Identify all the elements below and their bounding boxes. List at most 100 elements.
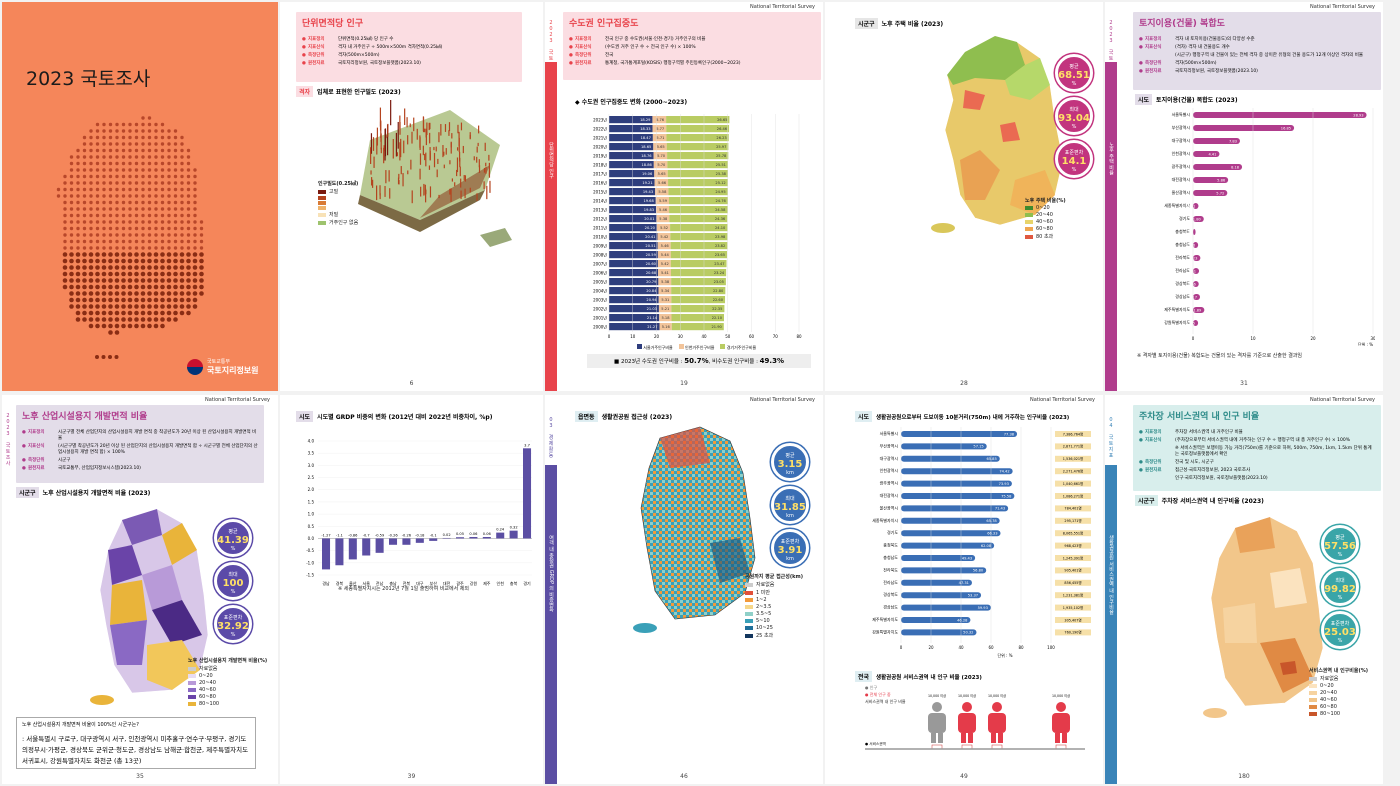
dot — [114, 284, 120, 290]
bar-segment — [670, 242, 728, 250]
dot — [160, 317, 165, 322]
dot — [154, 220, 158, 224]
data-label: -0.26 — [402, 533, 412, 537]
dot — [95, 284, 100, 290]
y-tick-label: 2007년 — [593, 261, 607, 267]
dot — [69, 284, 74, 290]
density-spike — [428, 165, 431, 170]
dot — [147, 284, 152, 290]
dot — [121, 304, 126, 309]
bar-segment — [671, 305, 725, 313]
data-label: 18.65 — [641, 145, 651, 149]
dot — [127, 278, 133, 283]
bar — [1193, 164, 1243, 170]
dot — [141, 194, 145, 198]
dot — [141, 187, 145, 192]
dot — [69, 278, 74, 283]
dot — [128, 135, 132, 140]
y-tick-label: 4.0 — [308, 439, 315, 444]
density-spike — [380, 133, 382, 150]
dot — [114, 330, 120, 335]
dot — [166, 304, 172, 309]
data-label: 26.65 — [717, 118, 727, 122]
dot — [63, 246, 67, 250]
dot — [128, 194, 132, 198]
p180-choropleth-map — [1203, 516, 1324, 718]
data-label: 25.51 — [716, 163, 726, 167]
category-label: 광주광역시 — [880, 480, 899, 486]
x-tick-label: 서울 — [363, 580, 371, 586]
data-label: 0.91 — [1187, 204, 1195, 208]
bar — [1193, 255, 1201, 261]
density-spike — [407, 170, 409, 175]
bar-segment — [609, 161, 654, 169]
y-tick-label: 2023년 — [593, 117, 607, 123]
dot — [95, 317, 100, 322]
bar — [901, 604, 991, 611]
bar — [348, 538, 357, 560]
pop-label: 1,040,661명 — [1063, 481, 1083, 486]
density-spike — [488, 172, 491, 178]
dot — [173, 265, 178, 270]
dot — [160, 297, 165, 303]
dot — [101, 355, 106, 359]
dot — [180, 187, 184, 192]
density-spike — [379, 193, 381, 200]
x-tick-label: 전남 — [376, 580, 384, 586]
dot — [153, 252, 159, 257]
dot — [108, 297, 113, 303]
density-spike — [460, 178, 462, 188]
data-label: 5.76 — [656, 118, 665, 122]
dot — [160, 258, 165, 264]
dot — [56, 194, 61, 198]
dot — [88, 317, 94, 322]
data-label: 5.70 — [657, 154, 666, 158]
row-label: 지표정의 — [302, 37, 338, 43]
person-leg — [998, 733, 1003, 743]
dot — [69, 207, 74, 211]
dot — [199, 220, 204, 224]
bar-segment — [667, 161, 728, 169]
y-tick-label: 0.0 — [308, 536, 315, 541]
dot — [128, 200, 132, 205]
dot — [82, 181, 87, 185]
dot — [95, 278, 100, 283]
dot — [108, 207, 113, 211]
data-label: 75.58 — [1001, 494, 1012, 498]
dot — [95, 194, 100, 198]
row-value: 인구·국토지리정보원, 국토정보플랫폼(2023.10) — [1175, 476, 1268, 481]
dot — [147, 194, 152, 198]
data-label: 21.03 — [647, 307, 657, 311]
dot — [186, 239, 191, 244]
dot — [140, 297, 146, 303]
dot — [186, 155, 191, 159]
p35-title: 노후 산업시설용지 개발면적 비율 — [22, 412, 148, 422]
p6-legend: 인구밀도(0.25㎢) 고밀 저밀 거주인구 없음 — [318, 180, 358, 227]
page-28: 시군구 노후 주택 비율 (2023) 평균 68.51% 최대 93.04% 표준편… — [825, 2, 1103, 391]
dot — [160, 252, 165, 257]
dot — [154, 246, 158, 250]
data-label: 24.10 — [715, 226, 726, 230]
density-spike — [469, 132, 471, 140]
dot — [179, 297, 185, 303]
data-label: 62.08 — [981, 544, 992, 548]
dot — [154, 187, 158, 192]
bar — [901, 567, 987, 574]
dot — [121, 194, 126, 198]
dot — [154, 148, 158, 153]
category-label: 대전광역시 — [1172, 176, 1191, 182]
dot — [147, 161, 152, 166]
dot — [147, 148, 152, 153]
dot — [193, 194, 197, 198]
dot — [62, 258, 68, 264]
dot — [121, 161, 126, 166]
dot — [140, 252, 146, 257]
dot — [102, 168, 106, 172]
data-label: 5.38 — [661, 280, 670, 284]
data-label: 20.68 — [646, 271, 657, 275]
dot — [95, 304, 100, 309]
y-tick-label: 2.0 — [308, 487, 315, 492]
dot — [88, 291, 94, 296]
dot — [128, 233, 132, 237]
dot — [108, 310, 113, 316]
